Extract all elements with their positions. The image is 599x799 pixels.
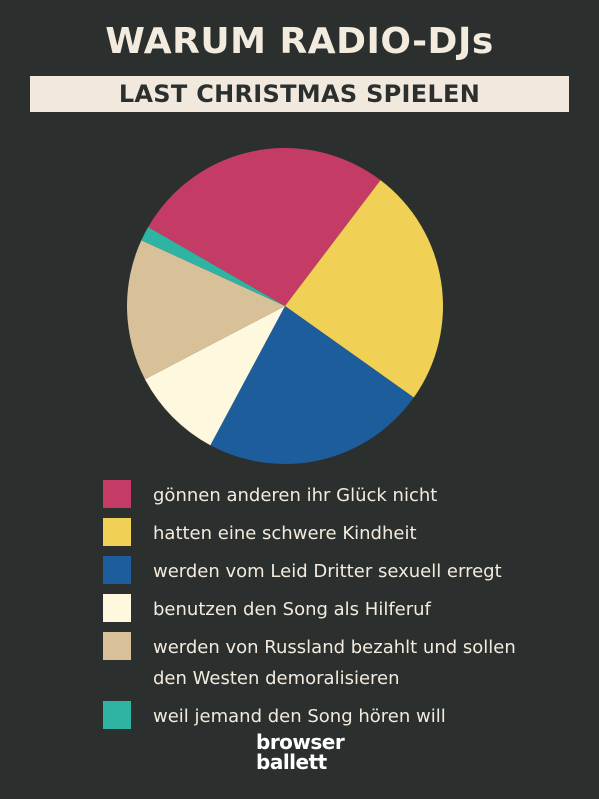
legend-label: weil jemand den Song hören will [153,706,446,727]
legend-label: hatten eine schwere Kindheit [153,523,417,544]
legend-swatch [103,594,131,622]
pie-slice [210,306,414,464]
subtitle-banner: LAST CHRISTMAS SPIELEN [30,76,569,112]
legend-item: werden von Russland bezahlt und sollen [103,632,563,663]
legend: gönnen anderen ihr Glück nicht hatten ei… [103,480,563,739]
legend-item: gönnen anderen ihr Glück nicht [103,480,563,511]
legend-label: werden vom Leid Dritter sexuell erregt [153,561,502,582]
legend-label: benutzen den Song als Hilferuf [153,599,431,620]
legend-label: den Westen demoralisieren [153,668,400,689]
pie-slice [285,180,443,398]
legend-swatch [103,632,131,660]
pie-slice [141,227,285,306]
legend-label: gönnen anderen ihr Glück nicht [153,485,438,506]
legend-swatch-empty [103,663,131,691]
legend-label: werden von Russland bezahlt und sollen [153,637,516,658]
logo-line-2: ballett [256,750,327,774]
pie-slice [127,240,285,380]
legend-item-continuation: den Westen demoralisieren [103,663,563,694]
legend-swatch [103,701,131,729]
chart-title: WARUM RADIO-DJs [105,21,494,62]
legend-swatch [103,480,131,508]
legend-item: benutzen den Song als Hilferuf [103,594,563,625]
legend-item: werden vom Leid Dritter sexuell erregt [103,556,563,587]
legend-swatch [103,556,131,584]
legend-swatch [103,518,131,546]
pie-slice [144,306,285,446]
legend-item: hatten eine schwere Kindheit [103,518,563,549]
chart-subtitle: LAST CHRISTMAS SPIELEN [118,80,481,108]
logo-line-1: browser [256,730,345,754]
browser-ballett-logo: browser ballett [256,730,345,774]
legend-item: weil jemand den Song hören will [103,701,563,732]
pie-slice [148,147,381,306]
